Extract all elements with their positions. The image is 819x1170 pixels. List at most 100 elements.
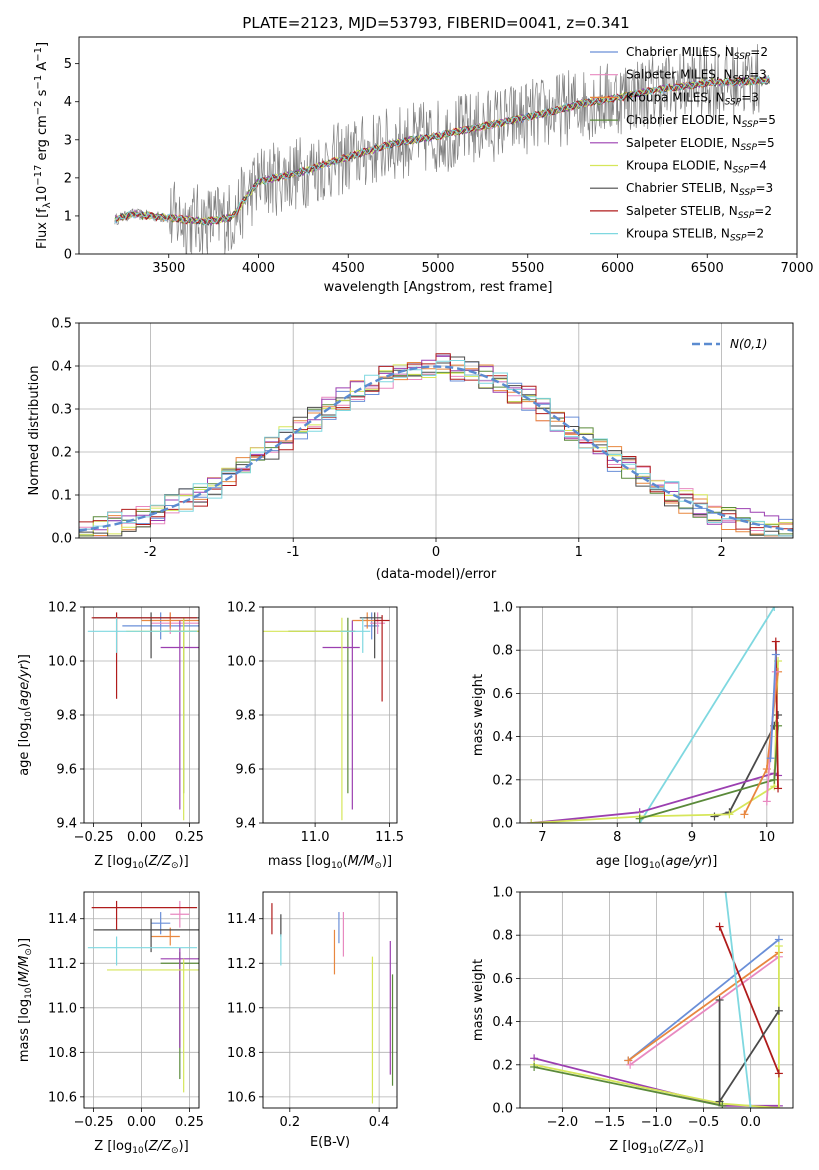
age_vs_mass-xlabel-part: ( <box>343 854 348 869</box>
legend-entry: Salpeter MILES, NSSP=3 <box>626 68 767 85</box>
legend-entry: Chabrier ELODIE, NSSP=5 <box>626 113 776 130</box>
legend-value: =2 <box>754 204 772 218</box>
spectrum-xtick-label: 4000 <box>242 261 275 276</box>
mass_vs_EBV-frame <box>262 891 398 1109</box>
age_vs_Z-xlabel-part: Z [ <box>94 854 112 869</box>
age_vs_Z-xlabel: Z [log10(Z/Z⊙)] <box>94 854 188 871</box>
weight_vs_Z-plot-area <box>520 892 793 1108</box>
spectrum-ytick-label: 3 <box>64 133 72 148</box>
spectrum-ylabel: Flux [fλ10−17 erg cm−2 s−1 A−1] <box>33 42 53 249</box>
weight-series-line <box>531 772 779 823</box>
legend-sub: SSP <box>739 188 756 198</box>
residuals-ylabel-part: Normed distribution <box>27 366 42 496</box>
weight_vs_Z-xtick-label: −1.0 <box>641 1115 673 1130</box>
legend-entry: Chabrier MILES, NSSP=2 <box>626 45 768 62</box>
weight-series-line <box>724 892 752 1108</box>
spectrum-plot-area <box>114 44 771 254</box>
mass_vs_Z-ylabel: mass [log10(M/M⊙)] <box>17 938 34 1062</box>
weight_vs_Z-ylabel-part: mass weight <box>471 959 486 1041</box>
legend-sub: SSP <box>730 234 747 244</box>
age_vs_mass-ytick-label: 9.8 <box>235 709 256 724</box>
spectrum-xtick-label: 4500 <box>332 261 365 276</box>
weight_vs_Z-ytick-label: 0.0 <box>492 1102 513 1117</box>
age_vs_Z-ytick-label: 9.6 <box>56 763 77 778</box>
residuals-ytick-label: 0.2 <box>51 446 72 461</box>
age_vs_mass-frame <box>262 606 398 824</box>
weight-series-line <box>533 1066 723 1107</box>
residuals-ytick-label: 0.0 <box>51 532 72 547</box>
mass_vs_EBV-ytick-label: 10.8 <box>227 1046 256 1061</box>
age_vs_Z-xtick-label: 0.25 <box>175 830 204 845</box>
age_vs_mass-xtick-label: 11.0 <box>301 830 330 845</box>
age_vs_mass-xlabel-part: 10 <box>331 861 343 871</box>
age_vs_Z-xlabel-part: ( <box>144 854 149 869</box>
legend-label: Chabrier ELODIE, N <box>626 113 742 127</box>
spectrum-ytick-label: 2 <box>64 171 72 186</box>
legend-label: Kroupa ELODIE, N <box>626 159 733 173</box>
legend-label: Chabrier STELIB, N <box>626 181 739 195</box>
mass_vs_Z-xlabel-part: Z [ <box>94 1139 112 1154</box>
legend-sub: SSP <box>734 52 751 62</box>
legend-entry: Kroupa STELIB, NSSP=2 <box>626 227 764 244</box>
legend-entry: Chabrier STELIB, NSSP=3 <box>626 181 773 198</box>
legend-label: Chabrier MILES, N <box>626 45 734 59</box>
residuals-xtick-label: -1 <box>287 545 300 560</box>
mass_vs_Z-xtick-label: −0.25 <box>74 1115 114 1130</box>
weight-series-line <box>718 926 780 1074</box>
weight_vs_age-xlabel-part: age/yr <box>665 854 708 869</box>
weight_vs_Z-xlabel-part: Z/Z <box>663 1139 687 1154</box>
weight_vs_Z-xlabel-part: ( <box>659 1139 664 1154</box>
weight_vs_age-xtick-label: 9 <box>688 830 696 845</box>
age_vs_Z-xlabel-part: )] <box>179 854 189 869</box>
legend-sub: SSP <box>742 120 759 130</box>
weight_vs_Z-xlabel: Z [log10(Z/Z⊙)] <box>609 1139 703 1156</box>
legend-entry: Salpeter ELODIE, NSSP=5 <box>626 136 775 153</box>
legend-label: Kroupa MILES, N <box>626 90 725 104</box>
spectrum-xtick-label: 3500 <box>152 261 185 276</box>
residuals-ytick-label: 0.3 <box>51 403 72 418</box>
legend-label: Salpeter STELIB, N <box>626 204 738 218</box>
weight_vs_Z-ylabel: mass weight <box>471 959 486 1041</box>
legend-label: Salpeter ELODIE, N <box>626 136 740 150</box>
age_vs_Z-xlabel-part: ⊙ <box>171 861 179 871</box>
residuals-ytick-label: 0.1 <box>51 489 72 504</box>
spectrum-model-line <box>114 75 771 226</box>
age_vs_Z-xlabel-part: log <box>112 854 132 869</box>
age_vs_Z-ylabel-part: 10 <box>24 711 34 723</box>
spectrum-frame <box>78 36 798 255</box>
mass_vs_Z-xlabel-part: log <box>112 1139 132 1154</box>
weight_vs_age-xlabel-part: age [ <box>596 854 629 869</box>
mass_vs_Z-ylabel-part: log <box>17 999 32 1019</box>
age_vs_Z-ytick-label: 10.2 <box>48 601 77 616</box>
weight-series-line <box>629 956 780 1066</box>
mass_vs_EBV-xtick-label: 0.2 <box>279 1115 300 1130</box>
spectrum-ylabel-part: 10 <box>35 186 50 203</box>
age_vs_Z-xlabel-part: Z/Z <box>148 854 172 869</box>
mass_vs_Z-ylabel-part: ( <box>17 982 32 987</box>
residuals-xtick-label: 0 <box>432 545 440 560</box>
weight_vs_Z-xlabel-part: log <box>627 1139 647 1154</box>
weight_vs_Z-ytick-label: 0.2 <box>492 1058 513 1073</box>
age_vs_mass-xlabel-part: ⊙ <box>374 861 382 871</box>
spectrum-xtick-label: 5000 <box>421 261 454 276</box>
spectrum-xtick-label: 6000 <box>601 261 634 276</box>
mass_vs_EBV-ytick-label: 11.4 <box>227 912 256 927</box>
spectrum-ytick-label: 5 <box>64 57 72 72</box>
mass_vs_Z-xlabel: Z [log10(Z/Z⊙)] <box>94 1139 188 1156</box>
weight_vs_Z-ytick-label: 0.4 <box>492 1015 513 1030</box>
figure-title: PLATE=2123, MJD=53793, FIBERID=0041, z=0… <box>242 14 629 32</box>
weight_vs_Z-ytick-label: 0.8 <box>492 929 513 944</box>
age_vs_Z-xtick-label: −0.25 <box>74 830 114 845</box>
weight_vs_age-plot-area <box>520 607 793 823</box>
weight-series-line <box>774 641 779 789</box>
legend-value: =3 <box>749 68 767 82</box>
age_vs_Z-xlabel-part: 10 <box>132 861 144 871</box>
spectrum-xtick-label: 6500 <box>691 261 724 276</box>
mass_vs_Z-ylabel-part: )] <box>17 938 32 948</box>
residuals-plot-area <box>79 323 793 538</box>
mass_vs_Z-xlabel-part: Z/Z <box>148 1139 172 1154</box>
mass_vs_Z-xtick-label: 0.00 <box>127 1115 156 1130</box>
spectrum-ylabel-part: Flux [f <box>35 208 50 249</box>
legend-value: =4 <box>749 159 767 173</box>
age_vs_mass-plot-area <box>263 607 397 823</box>
